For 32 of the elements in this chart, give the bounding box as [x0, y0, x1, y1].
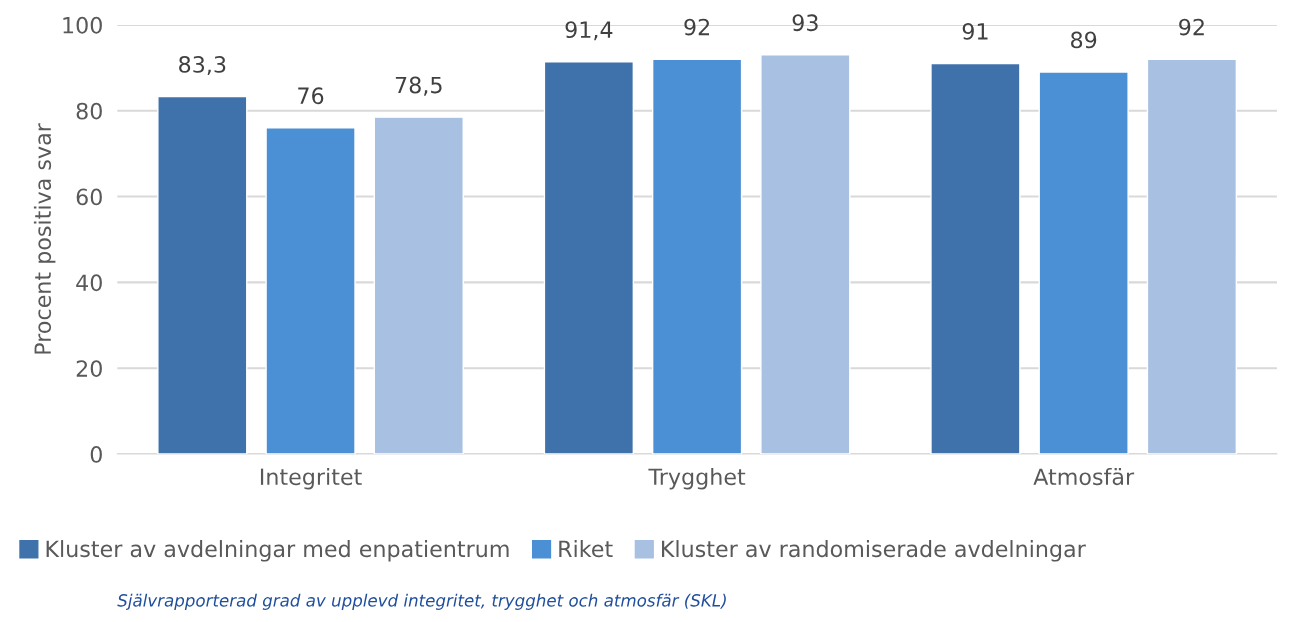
- y-tick-label: 40: [76, 274, 102, 292]
- y-tick-label: 80: [76, 102, 102, 120]
- legend-label: Kluster av avdelningar med enpatientrum: [46, 540, 509, 562]
- bar: [1038, 71, 1129, 455]
- data-label: 91,4: [565, 21, 613, 41]
- x-tick-label: Integritet: [260, 467, 362, 490]
- bar: [930, 62, 1021, 455]
- bar: [760, 54, 851, 455]
- y-tick-label: 60: [76, 188, 102, 206]
- bar: [1146, 58, 1238, 455]
- data-label: 89: [1071, 31, 1097, 49]
- data-label: 92: [1179, 18, 1204, 36]
- y-tick-label: 20: [76, 360, 102, 377]
- legend-label: Riket: [559, 540, 613, 558]
- bar: [265, 127, 356, 455]
- data-label: 83,3: [179, 55, 226, 76]
- data-label: 93: [792, 14, 818, 32]
- y-tick-label: 100: [63, 16, 102, 34]
- data-label: 76: [298, 87, 324, 105]
- x-tick-label: Atmosfär: [1033, 467, 1135, 486]
- legend-label: Kluster av randomiserade avdelningar: [662, 540, 1086, 562]
- x-tick-label: Trygghet: [648, 467, 746, 490]
- data-label: 92: [684, 18, 710, 36]
- text: Självrapporterad grad av upplevd integritet, trygghet och atmosfär (SKL): [117, 593, 726, 610]
- data-label: 91: [962, 22, 988, 40]
- y-axis-title: Procent positiva svar: [33, 123, 56, 354]
- bar: [157, 95, 248, 455]
- y-tick-label: 0: [90, 446, 102, 463]
- bar: [543, 61, 635, 455]
- data-label: 78,5: [395, 76, 442, 96]
- bar: [651, 58, 743, 455]
- bar: [373, 116, 464, 455]
